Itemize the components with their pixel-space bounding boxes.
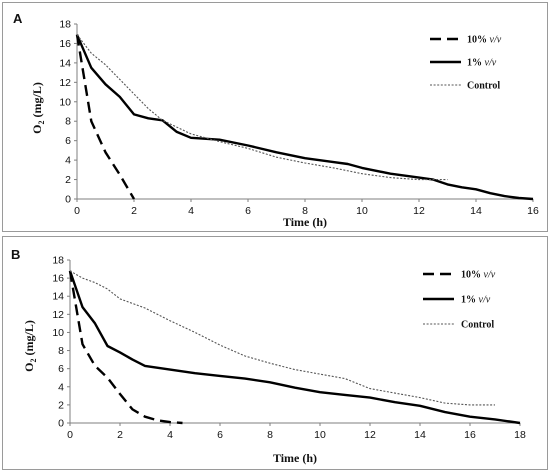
chart-b-y-ticks: 0 2 4 6 8 10 12 14 16 18 (52, 255, 70, 430)
y-tick-label: 0 (65, 194, 71, 206)
chart-a-x-ticks: 0 2 4 6 8 10 12 14 16 (74, 199, 539, 217)
y-tick-label: 4 (58, 381, 64, 393)
legend-label-1pct-v-v: 1% v/v (461, 295, 491, 306)
y-tick-label: 14 (59, 57, 71, 69)
y-tick-label: 12 (59, 77, 71, 89)
y-tick-label: 6 (58, 363, 64, 375)
y-tick-label: 14 (52, 291, 64, 303)
y-tick-label: 0 (58, 418, 64, 430)
series-line-1pct-v-v (75, 34, 534, 201)
chart-b-series (68, 270, 521, 425)
x-tick-label: 16 (464, 429, 476, 441)
x-tick-label: 0 (74, 205, 80, 217)
x-tick-label: 14 (414, 429, 426, 441)
chart-b-x-ticks: 0 2 4 6 8 10 12 14 16 18 (67, 423, 526, 441)
chart-b-x-axis-title: Time (h) (273, 451, 317, 465)
y-tick-label: 10 (52, 327, 64, 339)
chart-a-y-axis-title: O2 (mg/L) (30, 82, 46, 134)
series-line-1pct-v-v (68, 270, 521, 425)
chart-a-x-axis-title: Time (h) (283, 215, 327, 229)
x-tick-label: 16 (527, 205, 539, 217)
legend-label-10pct-v-v: 10% v/v (461, 270, 496, 281)
y-tick-label: 18 (52, 255, 64, 267)
legend-label-1pct-v-v: 1% v/v (467, 58, 497, 69)
x-tick-label: 2 (131, 205, 137, 217)
panel-b-label: B (11, 247, 20, 262)
chart-a-axes (76, 24, 533, 200)
y-tick-label: 16 (59, 38, 71, 50)
x-tick-label: 12 (413, 205, 425, 217)
x-tick-label: 8 (302, 205, 308, 217)
panel-a-label: A (13, 11, 23, 26)
x-tick-label: 8 (267, 429, 273, 441)
series-line-10pct-v-v (68, 270, 183, 425)
y-tick-label: 2 (65, 174, 71, 186)
series-line-control (76, 34, 448, 181)
chart-a-y-ticks: 0 2 4 6 8 10 12 14 16 18 (59, 19, 77, 206)
y-tick-label: 18 (59, 19, 71, 31)
chart-b-svg: B 0 2 4 6 8 10 12 14 16 18 0 2 4 6 8 10 12 14 16 18 10% v/… (11, 247, 526, 465)
series-line-10pct-v-v (75, 34, 136, 200)
chart-b-axes (69, 260, 520, 424)
x-tick-label: 4 (167, 429, 173, 441)
chart-panel-a: A 0 2 4 6 8 10 12 14 16 18 0 2 4 6 8 10 12 14 16 10% v/v 1… (2, 2, 548, 232)
legend-label-control: Control (461, 320, 494, 331)
x-tick-label: 10 (314, 429, 326, 441)
legend-label-10pct-v-v: 10% v/v (467, 35, 502, 46)
chart-b-y-axis-title: O2 (mg/L) (22, 320, 38, 372)
y-tick-label: 12 (52, 309, 64, 321)
x-tick-label: 6 (245, 205, 251, 217)
y-tick-label: 10 (59, 96, 71, 108)
x-tick-label: 18 (514, 429, 526, 441)
x-tick-label: 6 (217, 429, 223, 441)
x-tick-label: 0 (67, 429, 73, 441)
x-tick-label: 4 (188, 205, 194, 217)
legend-label-control: Control (467, 81, 500, 92)
y-tick-label: 4 (65, 155, 71, 167)
chart-a-series (75, 34, 534, 201)
series-line-control (69, 270, 495, 406)
y-tick-label: 6 (65, 135, 71, 147)
y-tick-label: 16 (52, 273, 64, 285)
x-tick-label: 14 (470, 205, 482, 217)
y-tick-label: 8 (65, 116, 71, 128)
y-tick-label: 8 (58, 345, 64, 357)
x-tick-label: 12 (364, 429, 376, 441)
y-tick-label: 2 (58, 399, 64, 411)
x-tick-label: 2 (117, 429, 123, 441)
x-tick-label: 10 (356, 205, 368, 217)
chart-b-legend: 10% v/v 1% v/v Control (423, 270, 496, 331)
chart-panel-b: B 0 2 4 6 8 10 12 14 16 18 0 2 4 6 8 10 12 14 16 18 10% v/… (2, 236, 548, 470)
chart-a-legend: 10% v/v 1% v/v Control (430, 35, 502, 92)
